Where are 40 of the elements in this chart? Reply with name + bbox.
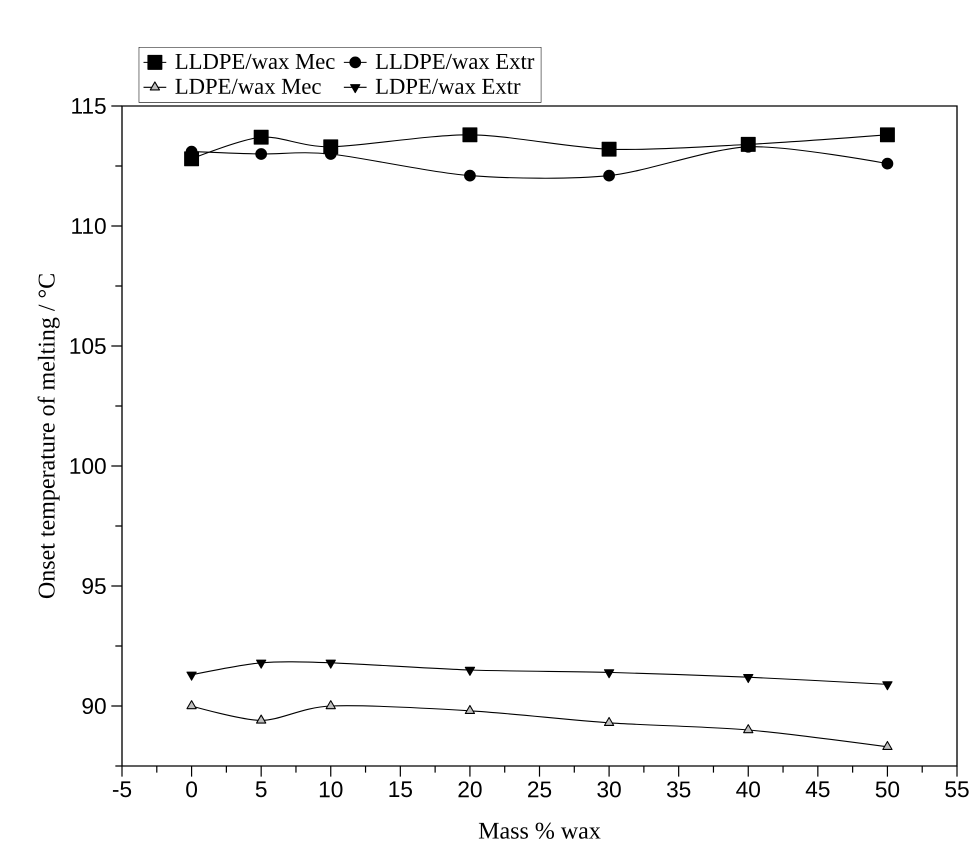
point — [604, 716, 614, 726]
x-tick-label: 35 — [666, 781, 690, 798]
point — [326, 700, 336, 710]
legend-label: LDPE/wax Mec — [175, 78, 321, 94]
x-tick-label: 20 — [458, 781, 482, 798]
point — [882, 158, 894, 170]
y-tick-label: 90 — [82, 698, 106, 714]
point — [255, 148, 268, 160]
y-tick-label: 100 — [70, 458, 106, 474]
point — [602, 142, 617, 157]
x-tick-label: 25 — [528, 781, 552, 798]
point — [464, 170, 476, 182]
legend-label: LDPE/wax Extr — [376, 78, 520, 94]
point — [743, 724, 754, 734]
y-tick-label: 110 — [72, 218, 106, 234]
y-tick-label: 95 — [82, 578, 106, 594]
x-tick-label: 50 — [876, 781, 900, 798]
x-tick-label: 10 — [320, 781, 342, 798]
x-tick-label: -5 — [112, 781, 132, 798]
y-tick-label: 115 — [72, 98, 106, 114]
point — [462, 127, 478, 142]
point — [254, 130, 269, 145]
point — [256, 714, 266, 724]
y-tick-label: 105 — [70, 338, 106, 354]
point — [880, 127, 895, 142]
x-tick-label: 15 — [389, 781, 412, 798]
x-tick-label: 30 — [597, 781, 621, 798]
point — [603, 170, 615, 182]
y-axis-title: Onset temperature of melting / °C — [38, 274, 60, 598]
x-tick-label: 45 — [806, 781, 830, 798]
x-tick-label: 55 — [945, 781, 969, 798]
x-axis-title: Mass % wax — [478, 822, 601, 839]
x-tick-label: 0 — [186, 781, 198, 798]
legend-label: LLDPE/wax Mec — [175, 54, 335, 70]
point — [464, 704, 476, 714]
point — [882, 740, 893, 750]
x-tick-label: 5 — [256, 781, 267, 798]
legend-label: LLDPE/wax Extr — [376, 54, 534, 70]
point — [186, 700, 197, 710]
x-tick-label: 40 — [736, 781, 760, 798]
